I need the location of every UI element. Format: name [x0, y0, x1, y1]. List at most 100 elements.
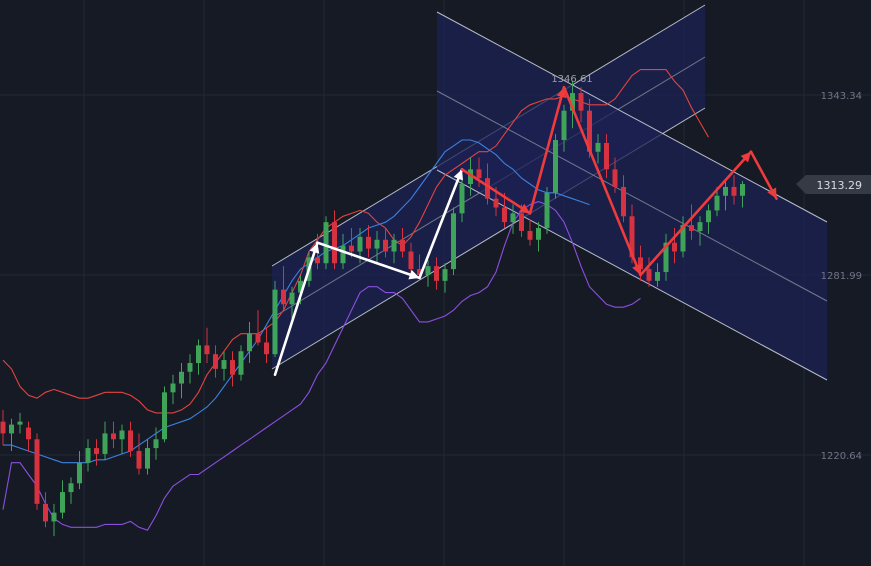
bollinger-bands	[2, 69, 709, 531]
red-trend-arrow-head	[767, 187, 777, 199]
candle-body	[281, 289, 286, 305]
candle-body	[740, 184, 745, 196]
candle-body	[51, 512, 57, 522]
trend-arrows	[273, 85, 778, 377]
candle-body	[272, 289, 278, 355]
red-trend-arrow	[460, 168, 532, 215]
white-trend-arrow-head	[309, 242, 320, 254]
candle-body	[221, 360, 227, 369]
candle-body	[315, 257, 320, 264]
candle-body	[213, 354, 218, 369]
candle-body	[162, 392, 167, 440]
candle-body	[391, 239, 397, 252]
white-trend-arrow-head	[453, 169, 464, 181]
falling-channel-lower-line[interactable]	[436, 169, 828, 381]
candle-body	[145, 448, 150, 469]
lower-band-line	[2, 201, 641, 531]
last-price-tag[interactable]: 1313.29	[796, 175, 871, 194]
candle-body	[459, 184, 465, 214]
falling-channel-upper-line[interactable]	[436, 11, 828, 223]
candle-body	[706, 210, 711, 223]
white-trend-arrow	[273, 241, 320, 377]
candle-body	[468, 169, 473, 185]
white-trend-arrow-head	[408, 269, 420, 280]
candle-body	[527, 230, 533, 240]
candle-body	[638, 257, 643, 270]
candle-body	[493, 198, 499, 208]
candle-body	[400, 239, 405, 252]
candle-body	[519, 213, 524, 231]
candle-body	[26, 427, 31, 440]
candle-body	[417, 269, 422, 275]
candle-body	[731, 186, 737, 196]
candle-body	[170, 383, 176, 393]
candle-body	[655, 272, 660, 281]
white-trend-arrow-shaft	[273, 241, 319, 377]
candle-body	[680, 225, 686, 252]
candle-body	[570, 93, 575, 111]
red-trend-arrow	[639, 150, 753, 277]
candle-body	[561, 110, 567, 141]
middle-band-line	[3, 139, 590, 464]
candles	[0, 81, 745, 537]
candle-body	[340, 245, 346, 264]
candle-body	[425, 266, 431, 275]
candle-body	[714, 195, 720, 211]
candle-body	[238, 351, 244, 375]
candle-body	[102, 433, 108, 454]
candle-body	[196, 345, 201, 363]
candle-body	[289, 292, 295, 305]
candle-body	[204, 345, 210, 355]
candle-body	[434, 266, 439, 281]
candle-body	[136, 451, 142, 469]
candle-body	[553, 140, 558, 193]
red-trend-arrow-head	[518, 203, 530, 214]
candle-body	[723, 186, 728, 196]
upper-band-line	[2, 69, 709, 414]
red-trend-arrow-shaft	[528, 85, 566, 215]
candle-body	[595, 142, 601, 152]
candle-body	[264, 342, 269, 355]
candle-body	[94, 448, 99, 454]
candle-body	[332, 222, 337, 264]
candle-body	[349, 245, 354, 252]
white-trend-arrow	[418, 168, 464, 280]
white-trend-arrow-shaft	[418, 168, 464, 280]
candle-body	[34, 439, 40, 504]
candle-body	[578, 93, 584, 111]
last-price-value: 1313.29	[817, 179, 863, 192]
candle-body	[612, 169, 618, 187]
candle-body	[0, 421, 6, 434]
white-trend-arrow	[316, 241, 421, 280]
candle-body	[536, 228, 541, 240]
candle-body	[153, 439, 159, 449]
candle-body	[697, 222, 703, 231]
candle-body	[85, 448, 91, 463]
y-axis: 1343.34 1281.99 1220.64	[821, 91, 862, 462]
candle-body	[502, 207, 507, 223]
candle-body	[689, 225, 694, 231]
falling-channel-middle-line[interactable]	[436, 90, 828, 302]
candle-body	[366, 236, 371, 249]
y-tick-label: 1220.64	[821, 451, 862, 462]
red-trend-arrow-head	[740, 151, 751, 163]
red-trend-arrow	[749, 150, 778, 200]
candle-body	[187, 362, 193, 372]
candle-body	[646, 269, 652, 281]
last-price-tag-shape	[796, 175, 871, 194]
candle-body	[629, 216, 635, 258]
red-trend-arrow-head	[632, 263, 642, 275]
candle-body	[408, 251, 414, 270]
candle-body	[663, 242, 669, 273]
candle-body	[60, 492, 65, 513]
candle-body	[17, 421, 23, 425]
peak-price-label: 1346.61	[551, 74, 592, 85]
candle-body	[77, 462, 82, 484]
candle-body	[451, 213, 456, 270]
candle-body	[323, 222, 329, 264]
candle-body	[111, 433, 116, 440]
candle-body	[587, 110, 592, 152]
candle-body	[485, 178, 490, 199]
